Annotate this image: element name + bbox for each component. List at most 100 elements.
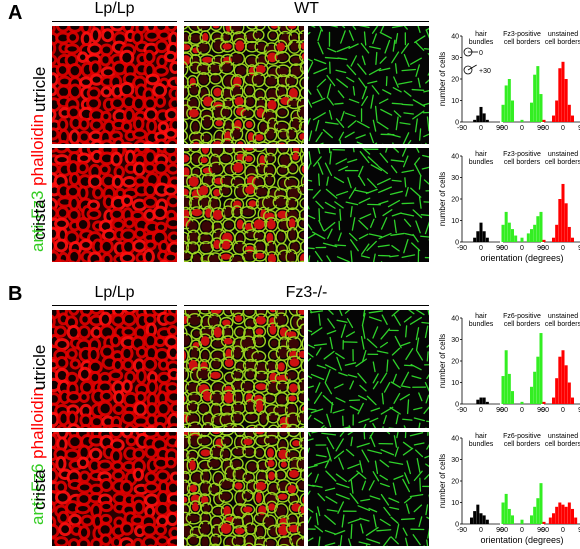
orientation-label: +30 [479, 68, 491, 75]
bar [482, 515, 486, 524]
x-tick-label: -90 [457, 407, 467, 414]
panel-letter-b: B [8, 283, 23, 305]
bar [507, 222, 511, 242]
bar [476, 504, 480, 524]
y-tick-label: 0 [455, 240, 459, 247]
y-axis-label: number of cells [438, 52, 447, 106]
column-header-lp-lp: Lp/Lp [94, 284, 135, 301]
bar [510, 100, 515, 122]
bar [520, 237, 524, 242]
bar [564, 365, 568, 404]
bar [501, 502, 505, 524]
bar [479, 222, 483, 242]
series-title: cell borders [545, 39, 580, 46]
bar [536, 216, 540, 242]
series-title: unstained [548, 433, 578, 440]
series-title: Fz3-positive [503, 151, 541, 158]
bar [561, 183, 565, 242]
series-title: cell borders [504, 441, 541, 448]
bar [558, 356, 562, 404]
x-tick-label: 0 [561, 245, 565, 252]
series-title: cell borders [545, 159, 580, 166]
y-tick-label: 10 [451, 218, 459, 225]
stain-label-red: phalloidin [28, 387, 47, 459]
x-tick-label: 0 [479, 125, 483, 132]
x-tick-label: 0 [479, 407, 483, 414]
column-header-wt: WT [294, 0, 319, 17]
x-tick-label: 90 [578, 407, 580, 414]
series-title: cell borders [545, 321, 580, 328]
series-title: Fz6-positive [503, 433, 541, 440]
y-tick-label: 30 [451, 337, 459, 344]
bar [548, 517, 552, 524]
series-title: bundles [469, 39, 494, 46]
bar [479, 106, 483, 122]
orientation-line [467, 64, 477, 71]
histogram-chart: number of cells 0 10 20 30 40 hair bundles -90 0 9… [438, 146, 580, 276]
bar [501, 376, 505, 404]
bar [555, 224, 559, 242]
x-tick-label: 0 [520, 407, 524, 414]
micrograph [308, 310, 429, 428]
bar [539, 94, 543, 122]
y-tick-label: 10 [451, 500, 459, 507]
y-tick-label: 0 [455, 522, 459, 529]
bar [473, 511, 477, 524]
x-tick-label: -90 [539, 527, 549, 534]
micrograph [184, 432, 304, 546]
bar [507, 79, 511, 122]
x-tick-label: 0 [520, 527, 524, 534]
histogram-chart: number of cells 0 10 20 30 40 hair bundles -90 0 9… [438, 308, 580, 424]
series-title: cell borders [545, 441, 580, 448]
x-axis-label: orientation (degrees) [480, 535, 563, 545]
x-tick-label: -90 [539, 407, 549, 414]
bar [536, 498, 540, 524]
y-tick-label: 0 [455, 120, 459, 127]
series-title: unstained [548, 31, 578, 38]
x-tick-label: 90 [537, 527, 545, 534]
bar [520, 519, 524, 524]
y-tick-label: 0 [455, 402, 459, 409]
micrograph [308, 26, 429, 144]
bar [536, 66, 540, 122]
x-tick-label: -90 [457, 245, 467, 252]
orientation-label: 0 [479, 50, 483, 57]
bar [574, 517, 578, 524]
bar [485, 119, 489, 122]
micrograph [184, 310, 304, 428]
series-title: cell borders [504, 159, 541, 166]
bar [529, 102, 534, 122]
bar [539, 333, 543, 404]
bar [570, 237, 575, 242]
bar [504, 211, 508, 242]
series-title: bundles [469, 321, 494, 328]
series-title: bundles [469, 159, 494, 166]
bar [558, 199, 562, 242]
series-title: hair [475, 151, 487, 158]
series-title: hair [475, 433, 487, 440]
bar [479, 397, 483, 404]
bar [504, 493, 508, 524]
bar [539, 211, 543, 242]
x-tick-label: -90 [539, 245, 549, 252]
bar [558, 502, 562, 524]
micrograph [184, 26, 304, 144]
bar [529, 515, 534, 524]
x-tick-label: 90 [578, 245, 580, 252]
bar [529, 386, 534, 404]
x-tick-label: 0 [561, 125, 565, 132]
bar [510, 229, 515, 242]
bar [510, 515, 515, 524]
y-tick-label: 10 [451, 380, 459, 387]
bar [561, 61, 565, 122]
bar [555, 378, 559, 404]
series-title: hair [475, 313, 487, 320]
bar [473, 119, 477, 122]
series-title: Fz6-positive [503, 313, 541, 320]
series-title: cell borders [504, 321, 541, 328]
x-tick-label: -90 [498, 407, 508, 414]
x-tick-label: 90 [537, 407, 545, 414]
x-tick-label: 0 [561, 527, 565, 534]
